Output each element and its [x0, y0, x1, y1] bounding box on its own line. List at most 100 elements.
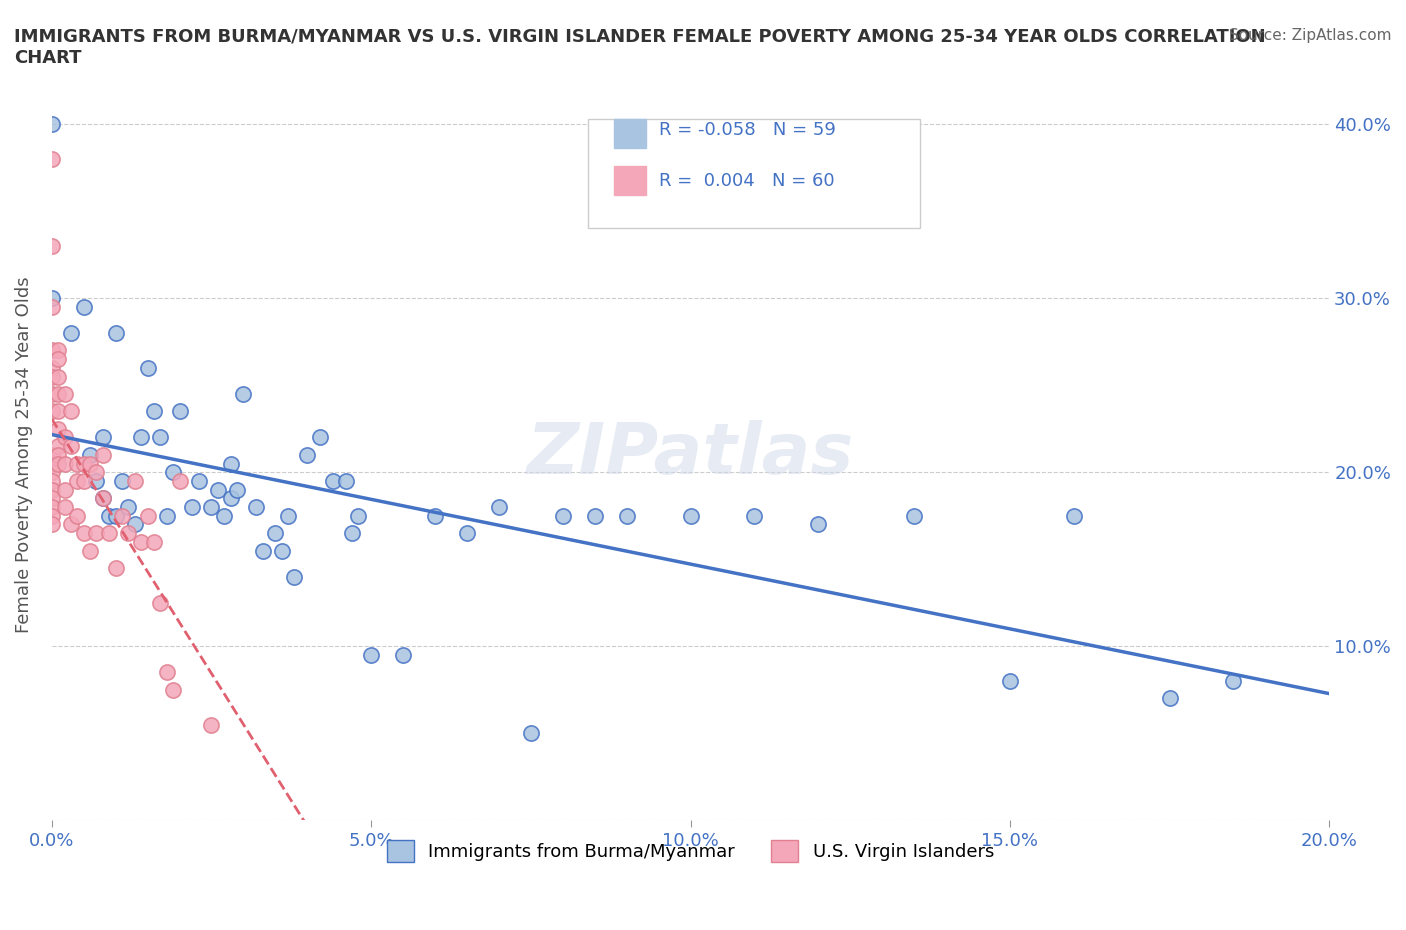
Point — [245, 499, 267, 514]
Point — [129, 535, 152, 550]
Point — [219, 491, 242, 506]
Point — [297, 447, 319, 462]
Point — [322, 473, 344, 488]
Point — [41, 152, 63, 166]
Point — [335, 473, 357, 488]
Point — [136, 361, 159, 376]
Point — [124, 517, 146, 532]
Point — [59, 404, 82, 418]
Point — [46, 456, 69, 471]
Point — [98, 509, 121, 524]
Text: Source: ZipAtlas.com: Source: ZipAtlas.com — [1229, 28, 1392, 43]
Point — [41, 361, 63, 376]
Point — [488, 499, 510, 514]
Point — [207, 482, 229, 497]
Point — [73, 299, 96, 314]
Point — [162, 465, 184, 480]
Point — [104, 326, 127, 340]
Point — [1222, 673, 1244, 688]
Point — [91, 491, 114, 506]
Point — [66, 509, 89, 524]
Point — [46, 352, 69, 366]
Point — [86, 465, 108, 480]
Point — [998, 673, 1021, 688]
Point — [98, 525, 121, 540]
Point — [277, 509, 299, 524]
Point — [86, 525, 108, 540]
Point — [309, 430, 332, 445]
Point — [41, 509, 63, 524]
Point — [46, 404, 69, 418]
Point — [41, 456, 63, 471]
Point — [129, 430, 152, 445]
Point — [187, 473, 209, 488]
Point — [41, 456, 63, 471]
Point — [226, 482, 249, 497]
Point — [264, 525, 287, 540]
Point — [347, 509, 370, 524]
Point — [456, 525, 478, 540]
Point — [156, 509, 179, 524]
Point — [111, 509, 134, 524]
Point — [340, 525, 363, 540]
Point — [41, 491, 63, 506]
Point — [73, 456, 96, 471]
Point — [91, 430, 114, 445]
Y-axis label: Female Poverty Among 25-34 Year Olds: Female Poverty Among 25-34 Year Olds — [15, 276, 32, 633]
Point — [41, 387, 63, 402]
Point — [744, 509, 766, 524]
Point — [181, 499, 204, 514]
Point — [46, 447, 69, 462]
Point — [104, 509, 127, 524]
Point — [41, 299, 63, 314]
Point — [41, 239, 63, 254]
Legend: Immigrants from Burma/Myanmar, U.S. Virgin Islanders: Immigrants from Burma/Myanmar, U.S. Virg… — [380, 833, 1001, 870]
Point — [219, 456, 242, 471]
Point — [520, 725, 543, 740]
FancyBboxPatch shape — [588, 119, 921, 228]
Point — [583, 509, 606, 524]
Point — [91, 447, 114, 462]
Text: IMMIGRANTS FROM BURMA/MYANMAR VS U.S. VIRGIN ISLANDER FEMALE POVERTY AMONG 25-34: IMMIGRANTS FROM BURMA/MYANMAR VS U.S. VI… — [14, 28, 1265, 67]
Bar — [614, 119, 645, 148]
Point — [104, 561, 127, 576]
Point — [156, 665, 179, 680]
Point — [73, 473, 96, 488]
Point — [53, 482, 76, 497]
Point — [41, 447, 63, 462]
Point — [41, 499, 63, 514]
Text: ZIPatlas: ZIPatlas — [527, 420, 855, 489]
Point — [46, 369, 69, 384]
Point — [807, 517, 830, 532]
Point — [41, 117, 63, 132]
Point — [124, 473, 146, 488]
Point — [149, 430, 172, 445]
Point — [360, 647, 382, 662]
Point — [616, 509, 638, 524]
Point — [903, 509, 925, 524]
Point — [270, 543, 292, 558]
Point — [59, 439, 82, 454]
Point — [41, 517, 63, 532]
Point — [142, 535, 165, 550]
Point — [79, 543, 101, 558]
Point — [86, 473, 108, 488]
Point — [117, 525, 139, 540]
Point — [232, 387, 254, 402]
Point — [53, 430, 76, 445]
Point — [59, 326, 82, 340]
Point — [53, 387, 76, 402]
Point — [169, 404, 191, 418]
Point — [46, 439, 69, 454]
Text: R = -0.058   N = 59: R = -0.058 N = 59 — [658, 121, 835, 139]
Point — [79, 447, 101, 462]
Text: R =  0.004   N = 60: R = 0.004 N = 60 — [658, 172, 834, 190]
Point — [79, 456, 101, 471]
Point — [41, 473, 63, 488]
Point — [423, 509, 446, 524]
Point — [41, 343, 63, 358]
Point — [149, 595, 172, 610]
Point — [41, 404, 63, 418]
Point — [46, 421, 69, 436]
Point — [212, 509, 235, 524]
